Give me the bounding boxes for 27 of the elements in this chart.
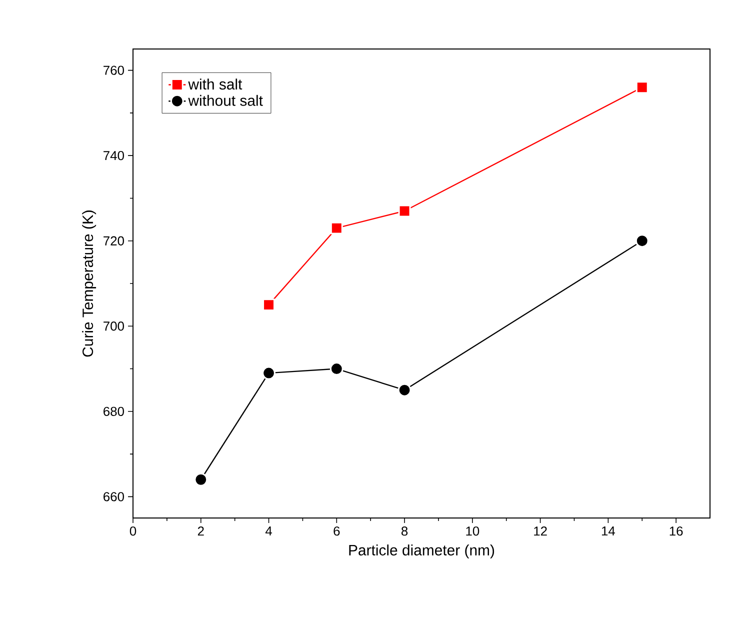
x-tick-label: 6 bbox=[334, 526, 340, 536]
legend-label: without salt bbox=[188, 94, 263, 106]
point bbox=[330, 362, 344, 376]
x-tick-label: 14 bbox=[602, 526, 616, 536]
y-tick-label: 700 bbox=[104, 322, 124, 331]
x-tick-label: 2 bbox=[198, 526, 204, 536]
x-tick-label: 16 bbox=[670, 526, 683, 536]
point bbox=[330, 222, 343, 234]
y-tick-label: 720 bbox=[104, 236, 124, 246]
point bbox=[398, 383, 412, 397]
y-tick-label: 760 bbox=[104, 66, 124, 75]
x-tick-label: 12 bbox=[534, 526, 547, 536]
point bbox=[194, 472, 208, 486]
point bbox=[398, 204, 411, 218]
x-axis-title: Particle diameter (nm) bbox=[349, 544, 494, 558]
point bbox=[635, 234, 649, 248]
x-tick-label: 8 bbox=[401, 526, 408, 536]
legend-label: with salt bbox=[188, 78, 242, 90]
point bbox=[636, 81, 648, 94]
y-tick-label: 740 bbox=[104, 151, 124, 160]
point bbox=[262, 366, 276, 380]
x-tick-label: 10 bbox=[466, 526, 480, 536]
y-axis-title: Curie Temperature (K) bbox=[82, 210, 96, 357]
x-tick-label: 0 bbox=[130, 526, 136, 536]
y-tick-label: 680 bbox=[104, 406, 124, 416]
y-tick-label: 660 bbox=[104, 492, 124, 502]
x-tick-label: 4 bbox=[265, 526, 272, 536]
